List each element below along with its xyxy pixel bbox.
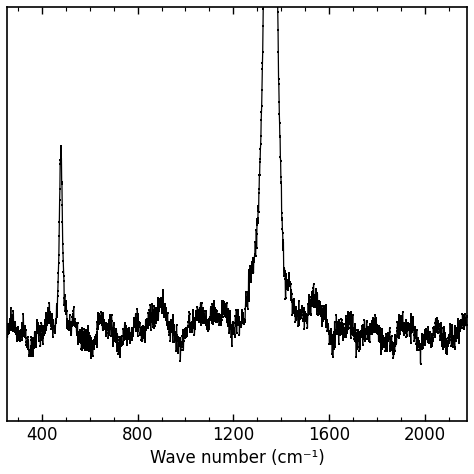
X-axis label: Wave number (cm⁻¹): Wave number (cm⁻¹) [150,449,324,467]
